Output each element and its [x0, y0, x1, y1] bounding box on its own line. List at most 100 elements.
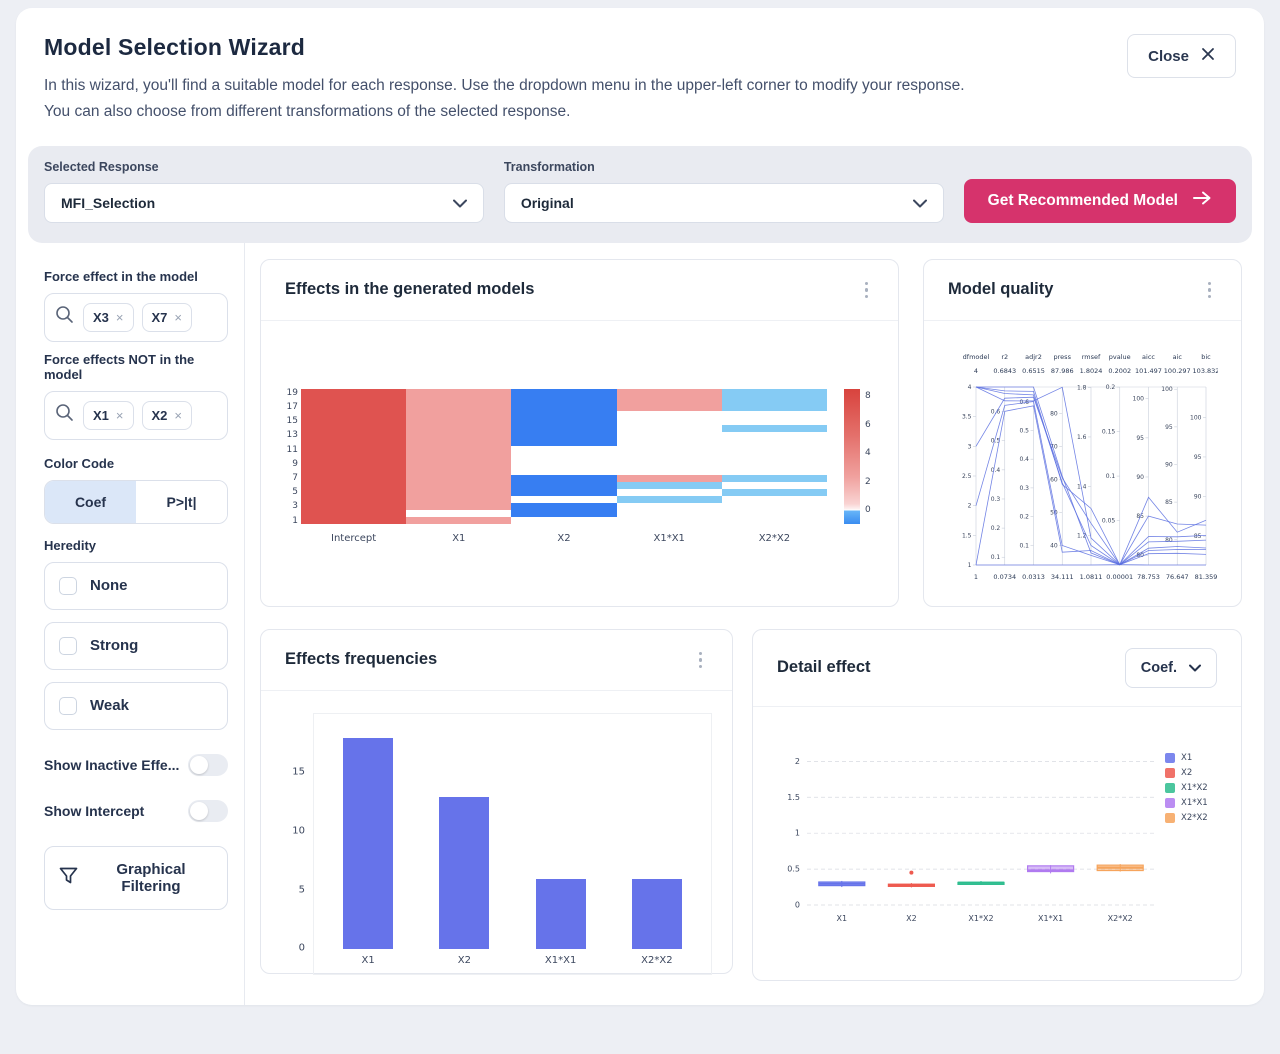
heatmap-cell[interactable] [721, 403, 828, 411]
heatmap-cell[interactable] [721, 467, 828, 475]
chip-remove-icon[interactable]: × [115, 407, 124, 423]
heatmap-cell[interactable] [721, 446, 828, 454]
heatmap-cell[interactable] [721, 510, 828, 518]
legend-item-X2[interactable]: X2 [1165, 767, 1229, 778]
effect-chip[interactable]: X2 × [141, 400, 192, 430]
heatmap-cell[interactable] [511, 389, 617, 397]
heatmap-cell[interactable] [301, 517, 407, 525]
heatmap-cell[interactable] [511, 502, 617, 511]
heatmap-cell[interactable] [406, 502, 512, 511]
heatmap-cell[interactable] [616, 438, 722, 447]
heatmap-cell[interactable] [721, 474, 828, 482]
heatmap-cell[interactable] [616, 495, 722, 503]
heatmap-cell[interactable] [511, 403, 617, 411]
get-recommended-model-button[interactable]: Get Recommended Model [963, 178, 1236, 223]
heatmap-cell[interactable] [616, 488, 722, 496]
legend-item-X1*X2[interactable]: X1*X2 [1165, 782, 1229, 793]
heatmap-cell[interactable] [721, 417, 828, 425]
heatmap-cell[interactable] [511, 481, 617, 489]
heatmap-cell[interactable] [301, 424, 407, 432]
heatmap-cell[interactable] [301, 417, 407, 425]
heatmap-cell[interactable] [721, 396, 828, 404]
heatmap-cell[interactable] [616, 502, 722, 511]
heatmap-cell[interactable] [406, 460, 512, 468]
effects-frequencies-chart[interactable]: 0 5 10 15 X1 X2 X1*X1 X2*X2 [261, 691, 732, 976]
heatmap-cell[interactable] [301, 481, 407, 489]
heatmap-cell[interactable] [406, 403, 512, 411]
heatmap-cell[interactable] [406, 467, 512, 475]
kebab-menu-icon[interactable] [859, 278, 875, 303]
heatmap-cell[interactable] [301, 396, 407, 404]
heatmap-cell[interactable] [616, 424, 722, 432]
heatmap-cell[interactable] [721, 410, 828, 418]
heatmap-cell[interactable] [616, 389, 722, 397]
heatmap-cell[interactable] [406, 396, 512, 404]
heatmap-cell[interactable] [301, 446, 407, 454]
heatmap-cell[interactable] [301, 474, 407, 482]
heatmap-cell[interactable] [301, 389, 407, 397]
heatmap-cell[interactable] [406, 474, 512, 482]
heatmap-cell[interactable] [301, 495, 407, 503]
heredity-option-strong[interactable]: Strong [44, 621, 228, 670]
detail-effect-boxplot[interactable]: 0 0.5 1 1.5 2 X1 X2 X1*X2 X1*X1 X2*X2 [773, 735, 1165, 947]
graphical-filtering-button[interactable]: Graphical Filtering [44, 845, 228, 910]
chip-remove-icon[interactable]: × [174, 407, 182, 423]
heatmap-cell[interactable] [301, 510, 407, 518]
heatmap-cell[interactable] [301, 453, 407, 461]
frequency-bar-X1*X1[interactable] [535, 878, 586, 950]
frequency-bar-X2*X2[interactable] [631, 878, 682, 950]
heatmap-cell[interactable] [721, 488, 828, 496]
heatmap-cell[interactable] [406, 446, 512, 454]
heatmap-cell[interactable] [511, 467, 617, 475]
heatmap-grid[interactable] [301, 389, 828, 525]
heatmap-cell[interactable] [616, 403, 722, 411]
selected-response-dropdown[interactable]: MFI_Selection [44, 182, 484, 223]
heatmap-cell[interactable] [301, 410, 407, 418]
heatmap-cell[interactable] [406, 510, 512, 518]
heatmap-cell[interactable] [301, 467, 407, 475]
heatmap-cell[interactable] [616, 396, 722, 404]
heatmap-cell[interactable] [406, 431, 512, 439]
toggle-switch[interactable] [188, 753, 228, 776]
heatmap-cell[interactable] [616, 410, 722, 418]
color-code-option-coef[interactable]: Coef [45, 480, 136, 523]
transformation-dropdown[interactable]: Original [503, 182, 944, 223]
legend-item-X1[interactable]: X1 [1165, 752, 1229, 763]
heatmap-cell[interactable] [406, 495, 512, 503]
heatmap-cell[interactable] [406, 417, 512, 425]
heatmap-cell[interactable] [511, 431, 617, 439]
heatmap-cell[interactable] [616, 467, 722, 475]
frequency-bar-X2[interactable] [439, 796, 490, 950]
effect-chip[interactable]: X1 × [83, 400, 134, 430]
effects-heatmap[interactable]: 19 17 15 13 11 9 7 5 3 1 8 6 4 2 0 Intercept X1 X2 X1*X1… [261, 321, 898, 544]
heatmap-cell[interactable] [511, 424, 617, 432]
heatmap-cell[interactable] [301, 403, 407, 411]
legend-item-X2*X2[interactable]: X2*X2 [1165, 812, 1229, 823]
detail-effect-mode-dropdown[interactable]: Coef. [1124, 647, 1217, 688]
chip-remove-icon[interactable]: × [115, 309, 124, 325]
heatmap-cell[interactable] [301, 438, 407, 447]
heatmap-cell[interactable] [721, 438, 828, 447]
color-code-option-pvalue[interactable]: P>|t| [136, 480, 227, 523]
heatmap-cell[interactable] [406, 453, 512, 461]
heatmap-cell[interactable] [721, 495, 828, 503]
heatmap-cell[interactable] [406, 517, 512, 525]
heatmap-cell[interactable] [721, 460, 828, 468]
heatmap-cell[interactable] [511, 438, 617, 447]
heatmap-cell[interactable] [721, 453, 828, 461]
heatmap-cell[interactable] [511, 417, 617, 425]
heatmap-cell[interactable] [406, 438, 512, 447]
model-quality-parallel-plot[interactable]: dfmodel 4 11 1.5 2 2.5 3 3.5 4 r2 0.6843 0.0734 0.1 0… [948, 347, 1218, 587]
effect-chip[interactable]: X3 × [83, 302, 134, 332]
kebab-menu-icon[interactable] [1202, 278, 1218, 303]
heatmap-cell[interactable] [721, 502, 828, 511]
legend-item-X1*X1[interactable]: X1*X1 [1165, 797, 1229, 808]
heatmap-cell[interactable] [406, 424, 512, 432]
heatmap-cell[interactable] [721, 424, 828, 432]
bar-chart-bars[interactable] [320, 726, 705, 950]
checkbox-icon[interactable] [59, 576, 77, 595]
heatmap-cell[interactable] [721, 517, 828, 525]
frequency-bar-X1[interactable] [343, 737, 394, 950]
checkbox-icon[interactable] [59, 696, 77, 715]
heatmap-cell[interactable] [406, 410, 512, 418]
